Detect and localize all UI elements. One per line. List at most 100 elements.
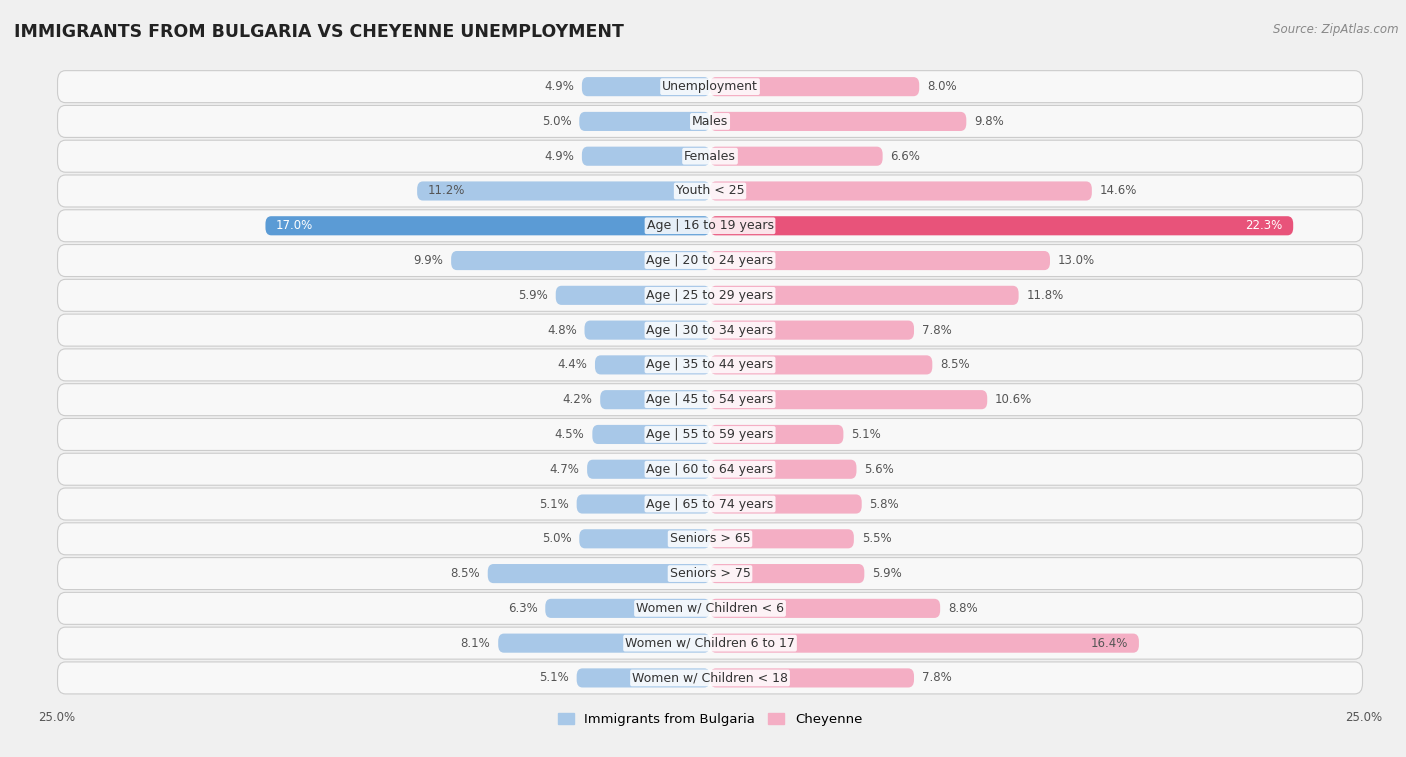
FancyBboxPatch shape xyxy=(595,355,710,375)
FancyBboxPatch shape xyxy=(710,599,941,618)
FancyBboxPatch shape xyxy=(58,105,1362,138)
Text: 8.5%: 8.5% xyxy=(941,358,970,372)
Text: 4.8%: 4.8% xyxy=(547,323,576,337)
FancyBboxPatch shape xyxy=(266,217,710,235)
Text: 5.0%: 5.0% xyxy=(541,115,571,128)
Text: Women w/ Children < 6: Women w/ Children < 6 xyxy=(636,602,785,615)
FancyBboxPatch shape xyxy=(58,314,1362,346)
Text: 8.0%: 8.0% xyxy=(927,80,956,93)
FancyBboxPatch shape xyxy=(585,320,710,340)
Text: 5.0%: 5.0% xyxy=(541,532,571,545)
Text: 6.6%: 6.6% xyxy=(890,150,921,163)
FancyBboxPatch shape xyxy=(58,175,1362,207)
FancyBboxPatch shape xyxy=(710,112,966,131)
Text: 5.1%: 5.1% xyxy=(851,428,882,441)
Text: Age | 60 to 64 years: Age | 60 to 64 years xyxy=(647,463,773,475)
Text: 7.8%: 7.8% xyxy=(922,323,952,337)
FancyBboxPatch shape xyxy=(58,70,1362,103)
FancyBboxPatch shape xyxy=(576,668,710,687)
FancyBboxPatch shape xyxy=(58,593,1362,625)
FancyBboxPatch shape xyxy=(710,355,932,375)
Text: 14.6%: 14.6% xyxy=(1099,185,1137,198)
FancyBboxPatch shape xyxy=(579,112,710,131)
Text: Age | 20 to 24 years: Age | 20 to 24 years xyxy=(647,254,773,267)
Text: 8.5%: 8.5% xyxy=(450,567,479,580)
FancyBboxPatch shape xyxy=(710,77,920,96)
Text: 7.8%: 7.8% xyxy=(922,671,952,684)
Text: Unemployment: Unemployment xyxy=(662,80,758,93)
Text: Age | 30 to 34 years: Age | 30 to 34 years xyxy=(647,323,773,337)
FancyBboxPatch shape xyxy=(710,320,914,340)
FancyBboxPatch shape xyxy=(58,558,1362,590)
FancyBboxPatch shape xyxy=(710,285,1018,305)
FancyBboxPatch shape xyxy=(58,210,1362,241)
Text: Women w/ Children 6 to 17: Women w/ Children 6 to 17 xyxy=(626,637,794,650)
FancyBboxPatch shape xyxy=(58,453,1362,485)
Text: Age | 55 to 59 years: Age | 55 to 59 years xyxy=(647,428,773,441)
FancyBboxPatch shape xyxy=(58,627,1362,659)
FancyBboxPatch shape xyxy=(600,390,710,410)
FancyBboxPatch shape xyxy=(710,564,865,583)
FancyBboxPatch shape xyxy=(710,182,1092,201)
Text: Youth < 25: Youth < 25 xyxy=(676,185,744,198)
Text: 6.3%: 6.3% xyxy=(508,602,537,615)
Text: 9.9%: 9.9% xyxy=(413,254,443,267)
FancyBboxPatch shape xyxy=(58,245,1362,276)
FancyBboxPatch shape xyxy=(488,564,710,583)
Text: 8.8%: 8.8% xyxy=(948,602,977,615)
FancyBboxPatch shape xyxy=(592,425,710,444)
Text: Age | 25 to 29 years: Age | 25 to 29 years xyxy=(647,289,773,302)
Text: Age | 35 to 44 years: Age | 35 to 44 years xyxy=(647,358,773,372)
Text: 4.9%: 4.9% xyxy=(544,150,574,163)
Text: Source: ZipAtlas.com: Source: ZipAtlas.com xyxy=(1274,23,1399,36)
Text: Women w/ Children < 18: Women w/ Children < 18 xyxy=(633,671,787,684)
Text: 5.8%: 5.8% xyxy=(869,497,900,510)
FancyBboxPatch shape xyxy=(710,425,844,444)
Text: 22.3%: 22.3% xyxy=(1246,220,1282,232)
Text: Males: Males xyxy=(692,115,728,128)
FancyBboxPatch shape xyxy=(710,668,914,687)
FancyBboxPatch shape xyxy=(710,217,1294,235)
Text: 11.2%: 11.2% xyxy=(427,185,465,198)
Text: 4.4%: 4.4% xyxy=(557,358,588,372)
FancyBboxPatch shape xyxy=(418,182,710,201)
FancyBboxPatch shape xyxy=(582,147,710,166)
Text: Seniors > 75: Seniors > 75 xyxy=(669,567,751,580)
Text: 4.2%: 4.2% xyxy=(562,393,592,407)
Text: 11.8%: 11.8% xyxy=(1026,289,1064,302)
FancyBboxPatch shape xyxy=(58,488,1362,520)
Text: 10.6%: 10.6% xyxy=(995,393,1032,407)
FancyBboxPatch shape xyxy=(588,459,710,479)
FancyBboxPatch shape xyxy=(710,459,856,479)
FancyBboxPatch shape xyxy=(546,599,710,618)
Text: 8.1%: 8.1% xyxy=(461,637,491,650)
Text: 5.1%: 5.1% xyxy=(538,671,569,684)
Text: 5.9%: 5.9% xyxy=(519,289,548,302)
Text: Seniors > 65: Seniors > 65 xyxy=(669,532,751,545)
FancyBboxPatch shape xyxy=(576,494,710,513)
FancyBboxPatch shape xyxy=(58,140,1362,172)
FancyBboxPatch shape xyxy=(710,634,1139,653)
Text: 5.6%: 5.6% xyxy=(865,463,894,475)
Text: 16.4%: 16.4% xyxy=(1091,637,1129,650)
Text: 5.5%: 5.5% xyxy=(862,532,891,545)
FancyBboxPatch shape xyxy=(582,77,710,96)
FancyBboxPatch shape xyxy=(555,285,710,305)
FancyBboxPatch shape xyxy=(58,419,1362,450)
Text: Age | 16 to 19 years: Age | 16 to 19 years xyxy=(647,220,773,232)
FancyBboxPatch shape xyxy=(710,251,1050,270)
FancyBboxPatch shape xyxy=(58,349,1362,381)
FancyBboxPatch shape xyxy=(710,390,987,410)
FancyBboxPatch shape xyxy=(498,634,710,653)
FancyBboxPatch shape xyxy=(58,523,1362,555)
FancyBboxPatch shape xyxy=(710,147,883,166)
Text: IMMIGRANTS FROM BULGARIA VS CHEYENNE UNEMPLOYMENT: IMMIGRANTS FROM BULGARIA VS CHEYENNE UNE… xyxy=(14,23,624,41)
Text: 9.8%: 9.8% xyxy=(974,115,1004,128)
FancyBboxPatch shape xyxy=(710,494,862,513)
Text: 5.9%: 5.9% xyxy=(872,567,901,580)
Text: Age | 45 to 54 years: Age | 45 to 54 years xyxy=(647,393,773,407)
Text: 5.1%: 5.1% xyxy=(538,497,569,510)
Text: 4.7%: 4.7% xyxy=(550,463,579,475)
FancyBboxPatch shape xyxy=(58,384,1362,416)
FancyBboxPatch shape xyxy=(579,529,710,548)
